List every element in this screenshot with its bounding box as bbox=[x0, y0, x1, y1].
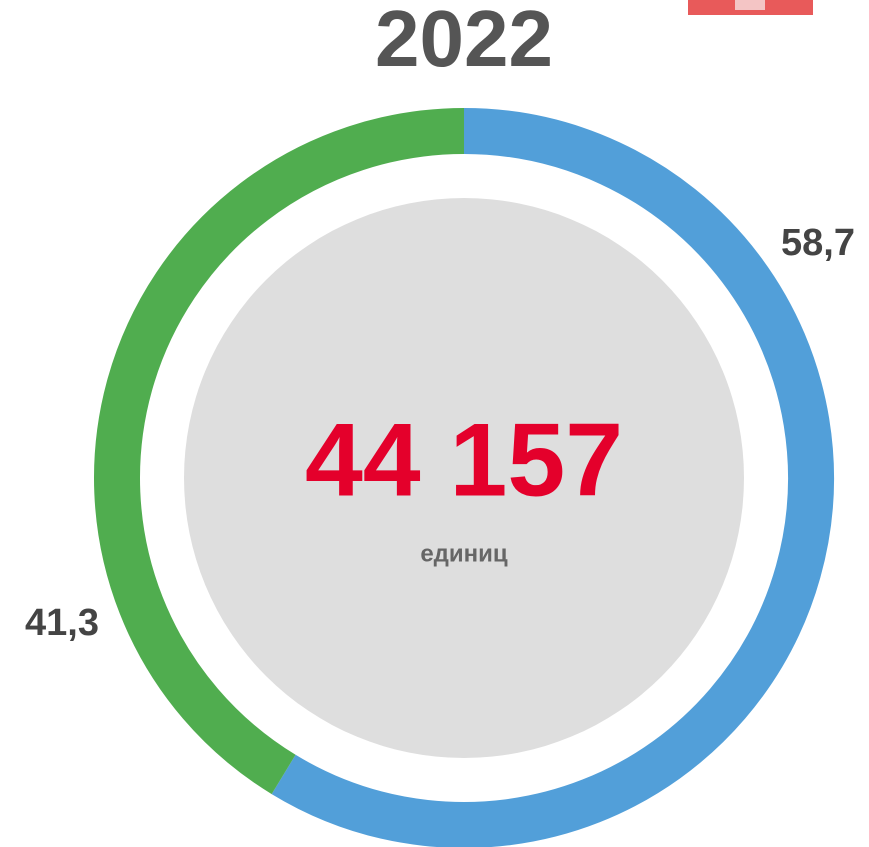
total-value: 44 157 bbox=[305, 402, 623, 518]
center-disk bbox=[184, 198, 744, 758]
total-unit: единиц bbox=[420, 540, 508, 567]
data-label: 58,7 bbox=[781, 222, 855, 264]
logo-icon-detail bbox=[735, 0, 765, 10]
data-label: 41,3 bbox=[25, 602, 99, 644]
donut-segment bbox=[271, 108, 834, 847]
donut-segment bbox=[94, 108, 465, 795]
chart-title: 2022 bbox=[375, 0, 553, 83]
